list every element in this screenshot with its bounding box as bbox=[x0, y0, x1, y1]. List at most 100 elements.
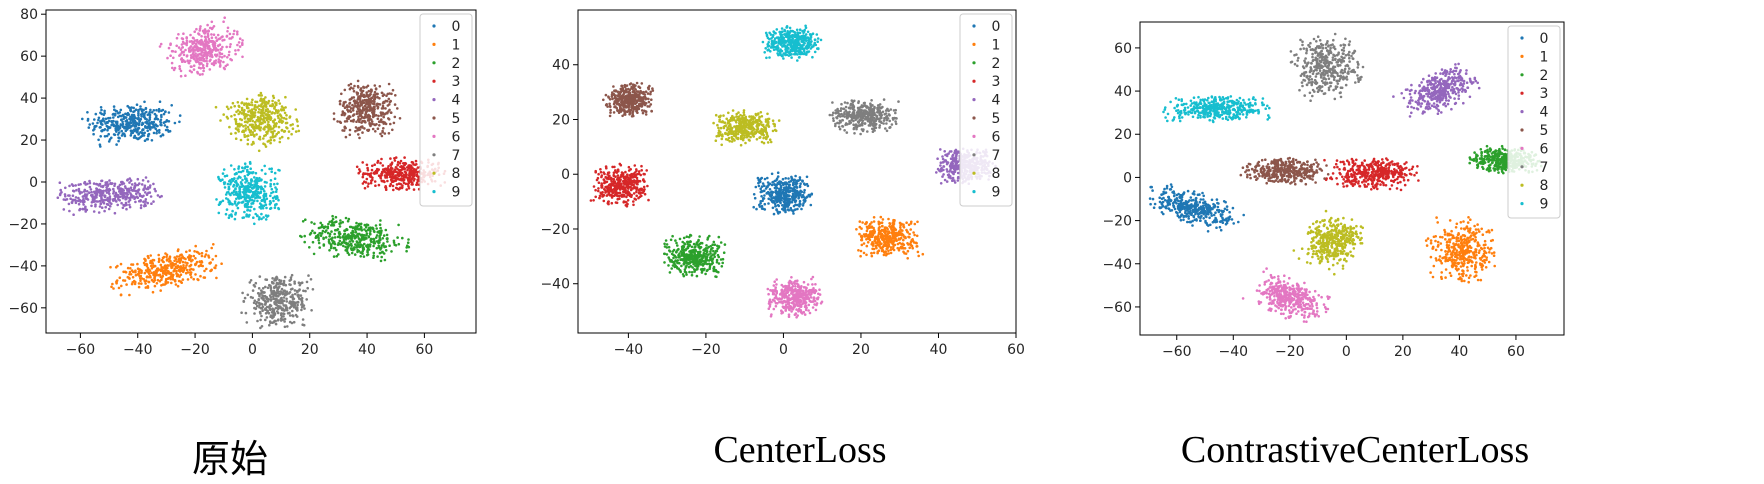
scatter-point bbox=[877, 237, 880, 241]
scatter-point bbox=[254, 212, 257, 216]
scatter-point bbox=[698, 253, 701, 256]
scatter-point bbox=[376, 96, 379, 99]
scatter-point bbox=[132, 113, 136, 117]
scatter-point bbox=[263, 128, 266, 131]
scatter-point bbox=[787, 177, 790, 180]
scatter-point bbox=[236, 32, 239, 36]
scatter-point bbox=[285, 292, 289, 296]
scatter-point bbox=[204, 42, 208, 45]
scatter-point bbox=[271, 277, 274, 280]
scatter-point bbox=[152, 109, 156, 112]
scatter-point bbox=[386, 104, 390, 107]
scatter-point bbox=[240, 118, 244, 122]
scatter-point bbox=[237, 175, 241, 178]
scatter-point bbox=[285, 297, 288, 301]
scatter-point bbox=[134, 108, 138, 111]
scatter-point bbox=[270, 280, 274, 284]
scatter-point bbox=[414, 168, 418, 171]
scatter-point bbox=[178, 120, 181, 124]
scatter-point bbox=[365, 232, 369, 235]
scatter-point bbox=[253, 105, 257, 108]
scatter-point bbox=[904, 235, 907, 239]
scatter-point bbox=[365, 91, 369, 94]
legend-marker-2 bbox=[432, 61, 436, 65]
scatter-point bbox=[137, 114, 140, 117]
scatter-point bbox=[688, 250, 691, 253]
scatter-point bbox=[84, 194, 88, 197]
scatter-point bbox=[96, 121, 99, 125]
scatter-point bbox=[83, 208, 87, 211]
scatter-point bbox=[229, 183, 232, 186]
scatter-point bbox=[767, 184, 770, 187]
scatter-point bbox=[684, 258, 688, 262]
scatter-point bbox=[355, 120, 358, 123]
scatter-point bbox=[358, 114, 362, 117]
scatter-point bbox=[332, 246, 336, 250]
scatter-point bbox=[237, 195, 240, 199]
scatter-point bbox=[358, 170, 362, 173]
scatter-point bbox=[701, 254, 705, 257]
scatter-point bbox=[192, 268, 195, 271]
scatter-point bbox=[365, 223, 369, 226]
scatter-point bbox=[166, 277, 170, 281]
scatter-point bbox=[363, 180, 366, 183]
scatter-point bbox=[243, 135, 247, 138]
scatter-point bbox=[296, 124, 300, 128]
scatter-point bbox=[385, 176, 389, 179]
scatter-point bbox=[346, 219, 350, 223]
scatter-point bbox=[286, 325, 289, 328]
scatter-point bbox=[705, 250, 709, 253]
scatter-point bbox=[691, 254, 694, 257]
scatter-point bbox=[783, 181, 787, 184]
scatter-point bbox=[278, 118, 282, 121]
scatter-point bbox=[192, 68, 196, 71]
scatter-point bbox=[172, 273, 175, 277]
scatter-point bbox=[401, 184, 404, 187]
scatter-point bbox=[151, 123, 155, 126]
scatter-point bbox=[274, 203, 277, 207]
scatter-point bbox=[190, 56, 193, 59]
scatter-point bbox=[263, 101, 267, 104]
scatter-point bbox=[185, 43, 188, 47]
scatter-point bbox=[380, 246, 383, 249]
scatter-point bbox=[336, 120, 339, 123]
scatter-point bbox=[709, 250, 712, 253]
scatter-point bbox=[888, 239, 891, 243]
scatter-point bbox=[93, 118, 96, 121]
scatter-point bbox=[231, 203, 234, 206]
scatter-point bbox=[369, 227, 372, 231]
scatter-point bbox=[887, 249, 890, 253]
scatter-point bbox=[709, 252, 712, 255]
scatter-point bbox=[900, 242, 903, 246]
scatter-point bbox=[372, 229, 376, 233]
scatter-point bbox=[250, 108, 254, 111]
scatter-point bbox=[131, 189, 134, 192]
scatter-point bbox=[233, 118, 237, 121]
scatter-point bbox=[297, 281, 301, 285]
scatter-point bbox=[205, 30, 208, 33]
scatter-point bbox=[685, 235, 689, 238]
scatter-point bbox=[777, 204, 781, 208]
scatter-point bbox=[67, 202, 71, 206]
scatter-point bbox=[181, 270, 185, 274]
scatter-point bbox=[772, 196, 775, 199]
scatter-point bbox=[865, 225, 869, 229]
scatter-point bbox=[675, 265, 679, 269]
scatter-point bbox=[103, 194, 107, 198]
scatter-point bbox=[120, 118, 123, 122]
scatter-point bbox=[179, 69, 183, 73]
scatter-point bbox=[113, 211, 117, 215]
scatter-point bbox=[877, 228, 881, 232]
scatter-point bbox=[234, 49, 237, 52]
scatter-point bbox=[137, 133, 140, 136]
scatter-point bbox=[396, 236, 399, 239]
scatter-point bbox=[380, 157, 383, 161]
scatter-point bbox=[303, 240, 307, 244]
scatter-point bbox=[165, 259, 169, 262]
scatter-point bbox=[141, 179, 145, 182]
scatter-point bbox=[690, 245, 694, 249]
scatter-point bbox=[348, 105, 351, 108]
x-tick-label: 0 bbox=[248, 342, 257, 358]
scatter-point bbox=[382, 234, 386, 237]
scatter-point bbox=[695, 242, 698, 246]
